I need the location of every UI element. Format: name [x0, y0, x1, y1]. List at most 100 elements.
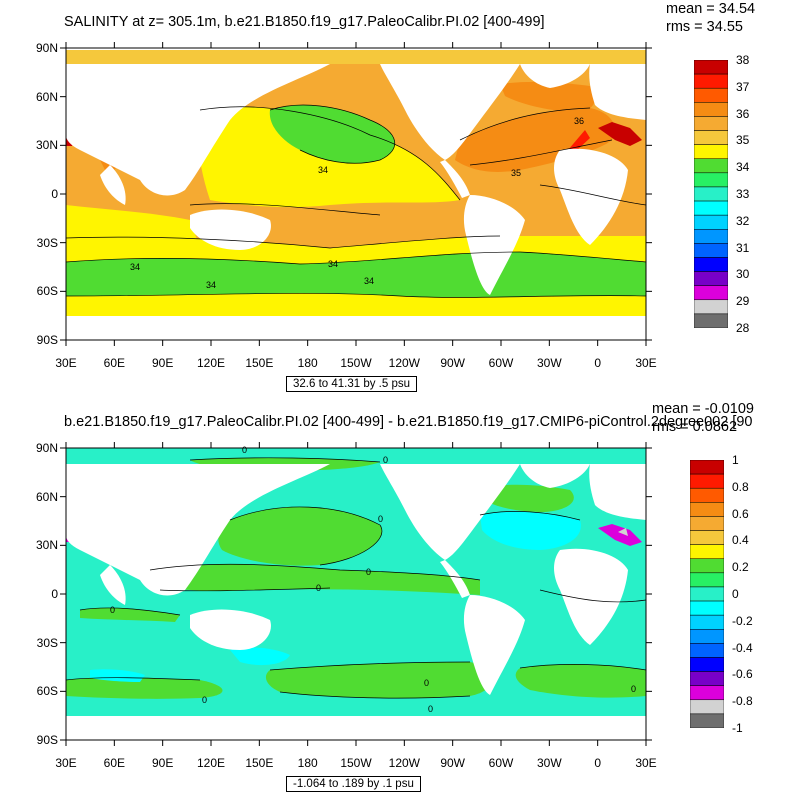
salinity-contour-label: 36 [574, 116, 584, 126]
difference-rms: rms = 0.0862 [652, 419, 738, 435]
lon-label: 120E [196, 756, 226, 770]
colorbar-swatch [693, 116, 729, 131]
lon-label: 90W [440, 756, 465, 770]
lon-label: 0 [594, 356, 601, 370]
salinity-contour-label: 35 [511, 168, 521, 178]
lon-label: 60E [103, 756, 125, 770]
colorbar-label: 31 [736, 240, 750, 255]
lon-label: 30E [55, 356, 77, 370]
lon-label: 0 [594, 756, 601, 770]
colorbar-swatch [693, 214, 729, 230]
colorbar-swatch [693, 130, 729, 145]
colorbar-label: 0.4 [732, 533, 749, 548]
colorbar-label: 30 [736, 267, 750, 282]
lon-label: 60E [103, 356, 125, 370]
colorbar-swatch [689, 629, 725, 644]
colorbar-label: 1 [732, 453, 739, 467]
colorbar-label: -0.4 [732, 640, 753, 655]
difference-contour-label: 0 [242, 445, 247, 455]
difference-contour-label: 0 [110, 605, 115, 615]
difference-contour-label: 0 [316, 583, 321, 593]
lon-label: 120W [388, 756, 420, 770]
colorbar-swatch [693, 299, 729, 315]
salinity-contour-label: 34 [328, 259, 338, 269]
colorbar-swatch [689, 473, 725, 489]
difference-map: 0 0 0 0 0 0 0 0 0 0 [60, 442, 652, 746]
colorbar-label: -0.2 [732, 613, 753, 628]
colorbar-swatch [693, 285, 729, 301]
lon-label: 150W [340, 356, 372, 370]
difference-contour-label: 0 [428, 704, 433, 714]
lat-label: 0 [51, 187, 58, 201]
colorbar-swatch [693, 229, 729, 244]
colorbar-label: 28 [736, 321, 750, 335]
lon-label: 30W [536, 756, 562, 770]
colorbar-label: 0.8 [732, 479, 749, 494]
colorbar-swatch [689, 516, 725, 531]
colorbar-swatch [693, 186, 729, 202]
colorbar-label: 37 [736, 79, 750, 94]
lat-label: 30S [36, 235, 58, 250]
salinity-axis-ticks [60, 42, 652, 346]
colorbar-swatch [693, 271, 729, 286]
lat-label: 30N [35, 538, 58, 553]
difference-panel: b.e21.B1850.f19_g17.PaleoCalibr.PI.02 [4… [0, 400, 800, 800]
lat-label: 90N [35, 441, 58, 455]
lat-label: 90S [36, 733, 58, 747]
lat-label: 90N [35, 41, 58, 55]
lon-label: 90E [151, 356, 174, 370]
lon-label: 30E [55, 756, 77, 770]
colorbar-swatch [689, 459, 725, 475]
colorbar-swatch [689, 530, 725, 545]
lat-label: 0 [51, 587, 58, 601]
lon-label: 150E [245, 356, 274, 370]
salinity-contour-label: 34 [130, 262, 140, 272]
colorbar-swatch [689, 685, 725, 701]
difference-axis-ticks [60, 442, 652, 746]
colorbar-swatches [693, 59, 729, 329]
lat-label: 60S [36, 284, 58, 299]
colorbar-swatch [689, 614, 725, 630]
colorbar-swatch [689, 643, 725, 658]
colorbar-swatch [693, 172, 729, 188]
colorbar-label: -0.8 [732, 694, 753, 709]
colorbar-swatch [693, 158, 729, 174]
colorbar-swatch [693, 313, 729, 329]
lat-label: 60S [36, 684, 58, 699]
lat-label: 60N [35, 489, 58, 504]
colorbar-swatch [693, 200, 729, 216]
salinity-colorbar [693, 59, 729, 329]
colorbar-label: 0.2 [732, 560, 749, 575]
difference-range-box: -1.064 to .189 by .1 psu [286, 776, 421, 792]
lon-label: 180 [297, 756, 318, 770]
colorbar-label: 36 [736, 106, 750, 121]
lat-label: 30N [35, 138, 58, 153]
colorbar-swatch [689, 586, 725, 602]
colorbar-label: 0 [732, 587, 739, 601]
salinity-land [66, 48, 646, 340]
colorbar-swatch [689, 544, 725, 559]
colorbar-swatch [689, 600, 725, 616]
difference-colorbar [689, 459, 725, 729]
colorbar-swatch [689, 502, 725, 517]
salinity-contour-label: 34 [206, 280, 216, 290]
difference-contour-label: 0 [383, 455, 388, 465]
salinity-panel: SALINITY at z= 305.1m, b.e21.B1850.f19_g… [35, 1, 755, 392]
colorbar-swatch [689, 671, 725, 686]
colorbar-swatch [689, 713, 725, 729]
colorbar-label: 29 [736, 294, 750, 309]
colorbar-swatch [689, 699, 725, 715]
difference-land [66, 464, 646, 740]
colorbar-swatch [693, 144, 729, 159]
lon-label: 120E [196, 356, 226, 370]
salinity-contour-label: 34 [318, 165, 328, 175]
difference-contour-label: 0 [424, 678, 429, 688]
salinity-title: SALINITY at z= 305.1m, b.e21.B1850.f19_g… [64, 14, 545, 30]
lat-label: 90S [36, 333, 58, 347]
salinity-map: 34 34 34 34 34 35 36 [60, 42, 652, 346]
colorbar-swatch [693, 102, 729, 117]
colorbar-label: 33 [736, 187, 750, 201]
colorbar-label: 35 [736, 133, 750, 148]
difference-title: b.e21.B1850.f19_g17.PaleoCalibr.PI.02 [4… [64, 414, 753, 430]
colorbar-label: -1 [732, 721, 743, 735]
